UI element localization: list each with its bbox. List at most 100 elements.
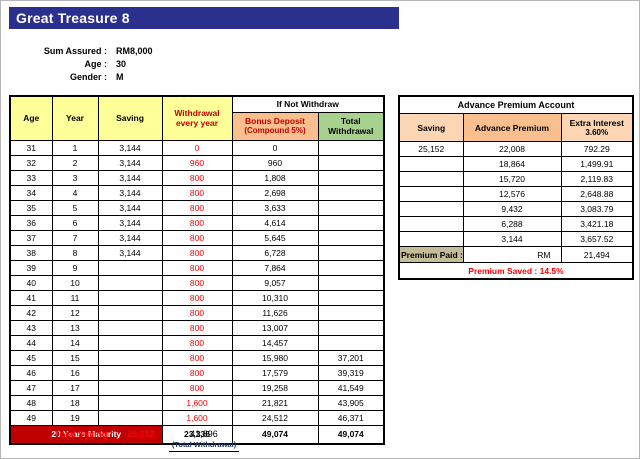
cell-total-withdrawal [317,334,385,351]
premium-saved-text: Premium Saved : 14.5% [398,262,634,280]
cell-total-withdrawal: 46,371 [317,409,385,426]
extra-interest-line1: Extra Interest [569,117,624,128]
age-value: 30 [116,59,127,69]
header-if-not-withdraw: If Not Withdraw [231,95,385,113]
sum-assured-label: Sum Assured : [43,46,107,56]
main-table-row: 44 14 800 14,457 [9,334,385,351]
cell-bonus-deposit: 21,821 [231,394,319,411]
extra-interest-rate: 3.60% [585,127,609,137]
cell-total-withdrawal [317,169,385,186]
cell-total-withdrawal [317,154,385,171]
cell-withdrawal: 800 [161,214,233,231]
cell-advance-premium: 9,432 [462,201,562,217]
cell-adv-saving [398,231,464,247]
cell-year: 15 [51,349,99,366]
cell-saving: 3,144 [97,184,163,201]
cell-adv-saving: 25,152 [398,141,464,157]
cell-total-withdrawal [317,304,385,321]
cell-age: 48 [9,394,53,411]
cell-saving: 3,144 [97,244,163,261]
cell-year: 13 [51,319,99,336]
header-age: Age [9,95,53,141]
info-row-sum-assured: Sum Assured : RM8,000 [1,45,153,58]
cell-total-withdrawal [317,274,385,291]
cell-total-withdrawal [317,259,385,276]
main-table-row: 31 1 3,144 0 0 [9,139,385,156]
cell-saving [97,394,163,411]
cell-withdrawal: 800 [161,274,233,291]
adv-table-row: 15,720 2,119.83 [398,171,634,187]
cell-total-withdrawal [317,244,385,261]
cell-age: 47 [9,379,53,396]
cell-withdrawal: 800 [161,169,233,186]
info-row-gender: Gender : M [1,71,153,84]
cell-age: 43 [9,319,53,336]
main-table-row: 48 18 1,600 21,821 43,905 [9,394,385,411]
cell-withdrawal: 800 [161,244,233,261]
cell-age: 32 [9,154,53,171]
main-table-row: 47 17 800 19,258 41,549 [9,379,385,396]
adv-table-row: 3,144 3,657.52 [398,231,634,247]
cell-bonus-deposit: 15,980 [231,349,319,366]
cell-age: 35 [9,199,53,216]
cell-year: 3 [51,169,99,186]
age-label: Age : [84,59,108,69]
header-advance-premium: Advance Premium [462,113,562,142]
cell-saving [97,379,163,396]
cell-saving [97,304,163,321]
cell-bonus-deposit: 11,626 [231,304,319,321]
cell-year: 2 [51,154,99,171]
cell-year: 18 [51,394,99,411]
cell-bonus-deposit: 7,864 [231,259,319,276]
cell-saving [97,334,163,351]
cell-total-withdrawal [317,199,385,216]
main-table-row: 38 8 3,144 800 6,728 [9,244,385,261]
cell-total-withdrawal [317,289,385,306]
cell-age: 45 [9,349,53,366]
main-table-row: 37 7 3,144 800 5,645 [9,229,385,246]
main-table-row: 43 13 800 13,007 [9,319,385,336]
cell-saving [97,274,163,291]
cell-adv-saving [398,216,464,232]
cell-extra-interest: 2,119.83 [560,171,634,187]
cell-withdrawal: 800 [161,229,233,246]
cell-adv-saving [398,201,464,217]
bottom-summary: Total Saving : 25,152 41,896 (Total With… [9,429,239,452]
cell-year: 14 [51,334,99,351]
cell-total-withdrawal: 43,905 [317,394,385,411]
cell-adv-saving [398,171,464,187]
cell-withdrawal: 960 [161,154,233,171]
cell-advance-premium: 22,008 [462,141,562,157]
total-saving-value: 25,152 [127,429,155,439]
header-year: Year [51,95,99,141]
cell-adv-saving [398,156,464,172]
cell-withdrawal: 800 [161,319,233,336]
cell-withdrawal: 800 [161,289,233,306]
cell-extra-interest: 2,648.88 [560,186,634,202]
cell-advance-premium: 3,144 [462,231,562,247]
cell-saving [97,409,163,426]
premium-paid-row: Premium Paid : RM 21,494 [398,246,634,263]
cell-year: 11 [51,289,99,306]
main-table-row: 42 12 800 11,626 [9,304,385,321]
cell-total-withdrawal: 41,549 [317,379,385,396]
cell-withdrawal: 1,600 [161,409,233,426]
total-withdrawal-value: 41,896 [190,429,218,439]
cell-total-withdrawal: 39,319 [317,364,385,381]
cell-year: 10 [51,274,99,291]
header-extra-interest: Extra Interest 3.60% [560,113,634,142]
cell-total-withdrawal [317,214,385,231]
cell-year: 6 [51,214,99,231]
cell-total-withdrawal [317,139,385,156]
main-table-row: 36 6 3,144 800 4,614 [9,214,385,231]
cell-withdrawal: 800 [161,334,233,351]
main-table-row: 32 2 3,144 960 960 [9,154,385,171]
cell-age: 46 [9,364,53,381]
cell-bonus-deposit: 5,645 [231,229,319,246]
adv-table-row: 12,576 2,648.88 [398,186,634,202]
premium-saved-row: Premium Saved : 14.5% [398,262,634,280]
cell-year: 7 [51,229,99,246]
header-withdrawal-every-year: Withdrawal every year [161,95,233,141]
cell-saving [97,349,163,366]
